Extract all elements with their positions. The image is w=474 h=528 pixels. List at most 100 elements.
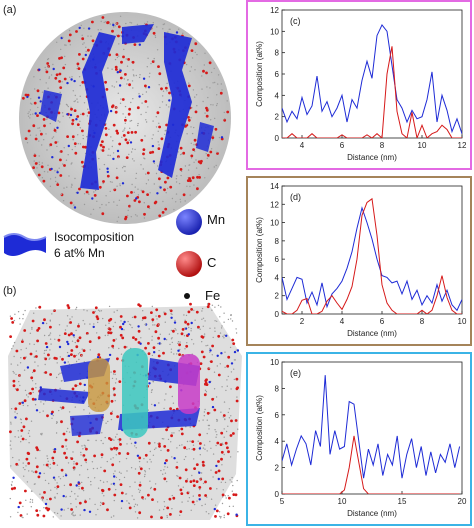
- atom-dot: [147, 86, 151, 89]
- atom-dot: [168, 333, 171, 335]
- atom-dot: [162, 95, 164, 97]
- atom-dot: [64, 329, 67, 331]
- y-tick-label: 10: [270, 219, 279, 228]
- atom-dot: [175, 178, 178, 180]
- atom-dot: [193, 309, 195, 311]
- atom-dot: [41, 144, 43, 146]
- atom-dot: [191, 107, 193, 109]
- atom-dot: [54, 76, 58, 80]
- atom-dot: [163, 407, 165, 410]
- atom-dot: [87, 48, 90, 52]
- atom-dot: [50, 343, 52, 345]
- atom-dot: [210, 498, 213, 500]
- atom-dot: [33, 312, 35, 314]
- fe-legend-label: Fe: [205, 288, 221, 303]
- atom-dot: [120, 507, 123, 509]
- atom-dot: [49, 122, 51, 125]
- atom-dot: [72, 139, 74, 141]
- atom-dot: [55, 432, 58, 434]
- atom-dot: [104, 133, 108, 137]
- atom-dot: [171, 432, 173, 434]
- atom-dot: [175, 181, 178, 183]
- atom-dot: [190, 330, 192, 332]
- atom-dot: [46, 508, 50, 512]
- atom-dot: [83, 102, 86, 104]
- y-tick-label: 8: [275, 237, 280, 246]
- atom-dot: [196, 187, 199, 191]
- atom-dot: [17, 364, 19, 366]
- atom-dot: [98, 157, 100, 160]
- atom-dot: [226, 446, 229, 450]
- atom-dot: [191, 338, 193, 341]
- atom-dot: [29, 113, 32, 116]
- atom-dot: [108, 322, 110, 324]
- atom-dot: [191, 500, 195, 504]
- atom-dot: [224, 351, 226, 353]
- atom-dot: [18, 402, 22, 405]
- atom-dot: [114, 400, 117, 402]
- atom-dot: [106, 21, 110, 24]
- atom-dot: [75, 354, 78, 357]
- atom-dot: [99, 143, 103, 147]
- atom-dot: [138, 95, 141, 98]
- atom-dot: [115, 338, 117, 340]
- atom-dot: [121, 167, 124, 169]
- atom-dot: [137, 303, 141, 307]
- atom-dot: [142, 498, 144, 501]
- atom-dot: [143, 202, 145, 204]
- atom-dot: [73, 206, 77, 209]
- atom-dot: [112, 347, 115, 349]
- atom-dot: [166, 82, 168, 85]
- atom-dot: [21, 437, 25, 441]
- atom-dot: [67, 462, 70, 464]
- atom-dot: [162, 23, 164, 26]
- atom-dot: [118, 479, 121, 481]
- atom-dot: [74, 341, 77, 344]
- atom-dot: [225, 389, 227, 392]
- atom-dot: [80, 24, 83, 27]
- isosurface-a1: [80, 32, 116, 190]
- atom-dot: [104, 334, 107, 337]
- atom-dot: [196, 105, 198, 107]
- atom-dot: [97, 487, 100, 489]
- atom-dot: [130, 191, 133, 194]
- atom-dot: [186, 448, 188, 450]
- atom-dot: [153, 57, 155, 60]
- atom-dot: [120, 35, 122, 37]
- atom-dot: [203, 415, 205, 417]
- atom-dot: [145, 183, 148, 185]
- atom-dot: [124, 105, 127, 108]
- atom-dot: [102, 180, 105, 183]
- atom-dot: [166, 515, 168, 517]
- atom-dot: [179, 146, 183, 150]
- atom-dot: [184, 319, 186, 321]
- atom-dot: [217, 477, 220, 481]
- atom-dot: [189, 164, 191, 166]
- atom-dot: [112, 140, 114, 142]
- atom-dot: [67, 144, 70, 148]
- atom-dot: [217, 460, 220, 463]
- atom-dot: [45, 506, 48, 510]
- atom-dot: [10, 487, 14, 491]
- atom-dot: [139, 467, 143, 471]
- atom-dot: [36, 513, 40, 517]
- atom-dot: [236, 349, 240, 352]
- chart-c: 4 6 8 10 12 0 2 4 6 8 10 12 Distance (nm) Composition…: [246, 0, 472, 170]
- atom-dot: [118, 199, 121, 201]
- atom-dot: [120, 320, 122, 322]
- atom-dot: [190, 49, 194, 52]
- atom-dot: [64, 438, 68, 442]
- series-line-mn: [282, 375, 461, 479]
- atom-dot: [145, 111, 147, 114]
- atom-dot: [41, 432, 43, 435]
- atom-dot: [216, 94, 218, 96]
- atom-dot: [152, 324, 154, 326]
- atom-dot: [129, 324, 132, 326]
- atom-dot: [53, 448, 57, 451]
- atom-dot: [109, 23, 112, 25]
- atom-dot: [107, 331, 111, 335]
- atom-dot: [174, 319, 176, 322]
- atom-dot: [181, 501, 183, 503]
- atom-dot: [168, 91, 171, 95]
- atom-dot: [123, 165, 125, 168]
